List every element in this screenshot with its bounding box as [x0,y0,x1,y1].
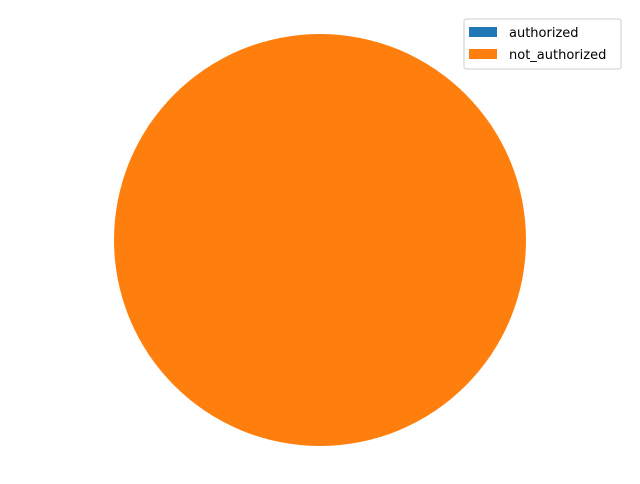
legend-swatch-authorized [469,27,497,37]
legend-frame [463,18,622,70]
legend: authorized not_authorized [463,18,622,70]
pie-slice-not-authorized [114,34,526,446]
pie-slices [114,34,526,446]
legend-swatch-not-authorized [469,49,497,59]
legend-label-authorized: authorized [509,26,579,41]
legend-label-not-authorized: not_authorized [509,48,606,63]
